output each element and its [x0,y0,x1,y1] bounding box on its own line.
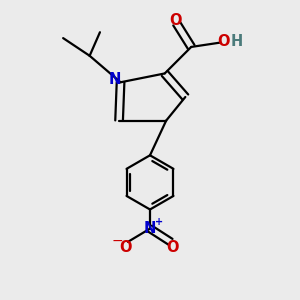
Text: N: N [144,221,156,236]
Text: O: O [167,240,179,255]
Text: N: N [109,72,121,87]
Text: H: H [231,34,243,49]
Text: O: O [217,34,229,49]
Text: −: − [112,233,123,248]
Text: O: O [119,240,132,255]
Text: +: + [155,217,163,227]
Text: O: O [169,13,181,28]
